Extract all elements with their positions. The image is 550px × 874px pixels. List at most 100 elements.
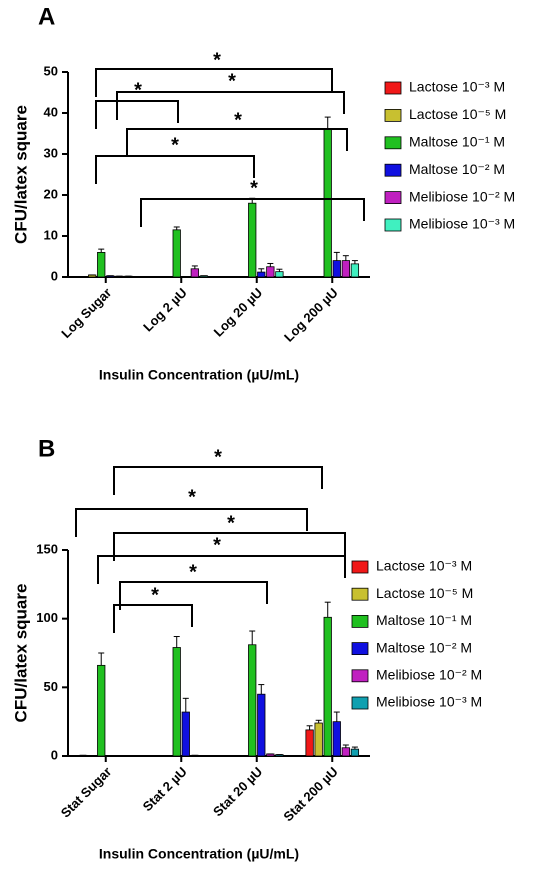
bar [351, 749, 358, 756]
bar [191, 269, 198, 277]
error-bar [352, 261, 358, 264]
legend-label: Maltose 10⁻² M [376, 639, 472, 655]
bar [258, 694, 265, 756]
legend-swatch [385, 192, 401, 204]
significance-star: * [171, 134, 179, 156]
significance-star: * [227, 512, 235, 534]
y-tick-label: 50 [44, 679, 58, 694]
legend-swatch [352, 588, 368, 600]
x-tick-label: Log 2 µU [140, 285, 190, 335]
bar [351, 264, 358, 277]
legend-label: Maltose 10⁻² M [409, 161, 505, 177]
y-tick-label: 0 [51, 747, 58, 762]
bar [173, 648, 180, 756]
bar [342, 261, 349, 277]
legend-label: Maltose 10⁻¹ M [409, 134, 505, 150]
significance-star: * [228, 70, 236, 92]
bar [324, 617, 331, 756]
legend-label: Melibiose 10⁻³ M [376, 694, 482, 710]
x-tick-label: Stat 200 µU [280, 764, 340, 824]
legend-swatch [385, 109, 401, 121]
bar [258, 272, 265, 277]
legend-swatch [352, 670, 368, 682]
error-bar [98, 653, 104, 665]
legend-label: Maltose 10⁻¹ M [376, 612, 472, 628]
legend-swatch [352, 697, 368, 709]
significance-bracket [114, 467, 322, 495]
significance-bracket [114, 605, 192, 633]
error-bar [174, 637, 180, 648]
error-bar [183, 698, 189, 712]
y-tick-label: 30 [44, 145, 58, 160]
y-tick-label: 10 [44, 227, 58, 242]
legend-swatch [385, 82, 401, 94]
significance-star: * [213, 534, 221, 556]
bar [248, 203, 255, 277]
legend-label: Melibiose 10⁻² M [409, 188, 515, 204]
y-tick-label: 50 [44, 63, 58, 78]
significance-star: * [213, 49, 221, 71]
error-bar [316, 720, 322, 723]
error-bar [267, 263, 273, 266]
error-bar [343, 256, 349, 261]
significance-star: * [151, 584, 159, 606]
x-axis-title: Insulin Concentration (µU/mL) [99, 367, 299, 383]
legend-label: Lactose 10⁻⁵ M [376, 585, 473, 601]
x-tick-label: Stat 2 µU [140, 764, 190, 814]
bar [333, 722, 340, 756]
significance-bracket [98, 556, 345, 584]
y-tick-label: 40 [44, 104, 58, 119]
panel-label: B [38, 435, 55, 462]
error-bar [258, 269, 264, 272]
legend-swatch [352, 615, 368, 627]
legend-swatch [385, 137, 401, 149]
panel-label: A [38, 3, 55, 30]
legend-swatch [352, 643, 368, 655]
bar [276, 272, 283, 277]
significance-star: * [189, 561, 197, 583]
y-tick-label: 20 [44, 186, 58, 201]
legend-label: Lactose 10⁻³ M [376, 558, 472, 574]
bar [97, 665, 104, 756]
significance-star: * [134, 79, 142, 101]
x-tick-label: Stat Sugar [58, 764, 115, 821]
x-tick-label: Log Sugar [58, 285, 114, 341]
x-axis-title: Insulin Concentration (µU/mL) [99, 846, 299, 862]
error-bar [98, 249, 104, 252]
error-bar [343, 745, 349, 748]
significance-bracket [96, 101, 178, 129]
legend-swatch [385, 219, 401, 231]
significance-star: * [188, 486, 196, 508]
x-tick-label: Log 20 µU [211, 285, 266, 340]
bar [248, 645, 255, 756]
legend-label: Melibiose 10⁻² M [376, 667, 482, 683]
bar [306, 730, 313, 756]
bar [182, 712, 189, 756]
significance-bracket [117, 92, 344, 120]
error-bar [325, 117, 331, 129]
bar [315, 723, 322, 756]
error-bar [334, 712, 340, 722]
significance-star: * [250, 177, 258, 199]
error-bar [307, 726, 313, 730]
legend-swatch [385, 164, 401, 176]
error-bar [258, 685, 264, 695]
error-bar [249, 631, 255, 645]
legend-label: Lactose 10⁻³ M [409, 79, 505, 95]
legend-swatch [352, 561, 368, 573]
significance-bracket [127, 129, 347, 157]
significance-star: * [234, 109, 242, 131]
y-axis-title: CFU/latex square [11, 584, 30, 723]
significance-star: * [214, 446, 222, 468]
bar [324, 129, 331, 277]
y-tick-label: 0 [51, 268, 58, 283]
error-bar [174, 227, 180, 230]
significance-bracket [96, 156, 254, 184]
error-bar [334, 252, 340, 260]
legend-label: Melibiose 10⁻³ M [409, 216, 515, 232]
bar [97, 252, 104, 277]
error-bar [192, 266, 198, 269]
bar [267, 267, 274, 277]
